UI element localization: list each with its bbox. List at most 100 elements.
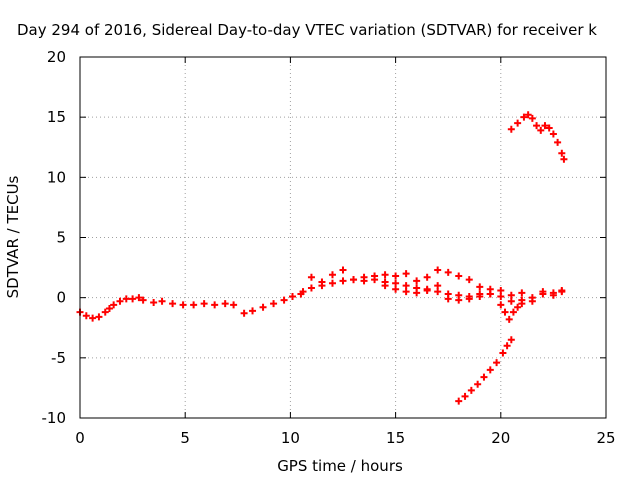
data-point	[381, 282, 389, 290]
data-point	[221, 300, 229, 308]
data-point	[480, 373, 488, 381]
data-point	[486, 290, 494, 298]
y-tick-label: 10	[47, 168, 66, 186]
data-point	[318, 278, 326, 286]
data-point	[507, 125, 515, 133]
data-point	[116, 297, 124, 305]
data-point	[497, 301, 505, 309]
y-tick-label: 5	[56, 229, 66, 247]
data-point	[497, 292, 505, 300]
data-point	[493, 359, 501, 367]
data-point	[509, 308, 517, 316]
data-point	[499, 349, 507, 357]
data-point	[507, 336, 515, 344]
data-point	[328, 271, 336, 279]
data-point	[465, 295, 473, 303]
series-lower-band	[381, 282, 566, 305]
data-point	[169, 300, 177, 308]
data-point	[455, 296, 463, 304]
data-point	[135, 294, 143, 302]
data-point	[101, 308, 109, 316]
data-point	[350, 276, 358, 284]
data-point	[476, 292, 484, 300]
data-point	[514, 119, 522, 127]
data-point	[339, 277, 347, 285]
data-point	[95, 313, 103, 321]
data-point	[528, 297, 536, 305]
data-point	[554, 138, 562, 146]
data-point	[110, 301, 118, 309]
data-point	[507, 291, 515, 299]
data-point	[514, 303, 522, 311]
data-point	[497, 286, 505, 294]
y-tick-label: 0	[56, 289, 66, 307]
tick-layer: 0 5 10 15 20 25 -10 -5 0 5 10 15 20	[42, 48, 616, 447]
data-point	[139, 296, 147, 304]
data-point	[307, 273, 315, 281]
data-point	[360, 273, 368, 281]
data-point	[549, 291, 557, 299]
data-point	[150, 298, 158, 306]
data-point	[434, 288, 442, 296]
chart-title: Day 294 of 2016, Sidereal Day-to-day VTE…	[17, 21, 597, 39]
data-point	[158, 297, 166, 305]
x-tick-label: 10	[281, 429, 300, 447]
data-point	[289, 292, 297, 300]
data-point	[423, 285, 431, 293]
data-point	[474, 380, 482, 388]
data-point	[476, 283, 484, 291]
data-point	[423, 273, 431, 281]
data-point	[413, 277, 421, 285]
data-point	[549, 130, 557, 138]
data-point	[297, 290, 305, 298]
data-point	[392, 285, 400, 293]
data-point	[518, 289, 526, 297]
x-axis-label: GPS time / hours	[277, 457, 403, 475]
y-tick-label: -5	[51, 349, 66, 367]
data-point	[455, 397, 463, 405]
data-point	[444, 268, 452, 276]
data-point	[179, 301, 187, 309]
data-point	[434, 282, 442, 290]
x-tick-label: 25	[596, 429, 615, 447]
series-high-branch	[507, 111, 568, 163]
series-falling-tail	[455, 336, 515, 405]
data-point	[82, 312, 90, 320]
data-point	[413, 289, 421, 297]
y-tick-label: 20	[47, 48, 66, 66]
data-point	[537, 126, 545, 134]
data-point	[89, 314, 97, 322]
data-point	[533, 122, 541, 130]
data-point	[259, 303, 267, 311]
data-point	[270, 300, 278, 308]
data-point	[280, 296, 288, 304]
y-axis-label: SDTVAR / TECUs	[4, 175, 22, 298]
x-tick-label: 20	[491, 429, 510, 447]
data-point	[211, 301, 219, 309]
data-point	[461, 392, 469, 400]
data-point	[539, 288, 547, 296]
data-point	[129, 295, 137, 303]
data-point	[528, 114, 536, 122]
data-point	[520, 113, 528, 121]
data-point	[371, 272, 379, 280]
data-point	[200, 300, 208, 308]
data-point	[518, 300, 526, 308]
y-tick-label: 15	[47, 108, 66, 126]
data-point	[381, 271, 389, 279]
data-point	[105, 304, 113, 312]
data-point	[328, 279, 336, 287]
data-point	[545, 124, 553, 132]
x-tick-label: 5	[180, 429, 190, 447]
series-late-dip	[497, 300, 526, 323]
data-point	[402, 282, 410, 290]
x-tick-label: 15	[386, 429, 405, 447]
data-point	[230, 301, 238, 309]
x-tick-label: 0	[75, 429, 85, 447]
y-tick-label: -10	[42, 409, 67, 427]
data-point	[541, 122, 549, 130]
plot-frame	[79, 56, 607, 419]
grid-layer	[80, 57, 606, 418]
data-point	[402, 288, 410, 296]
